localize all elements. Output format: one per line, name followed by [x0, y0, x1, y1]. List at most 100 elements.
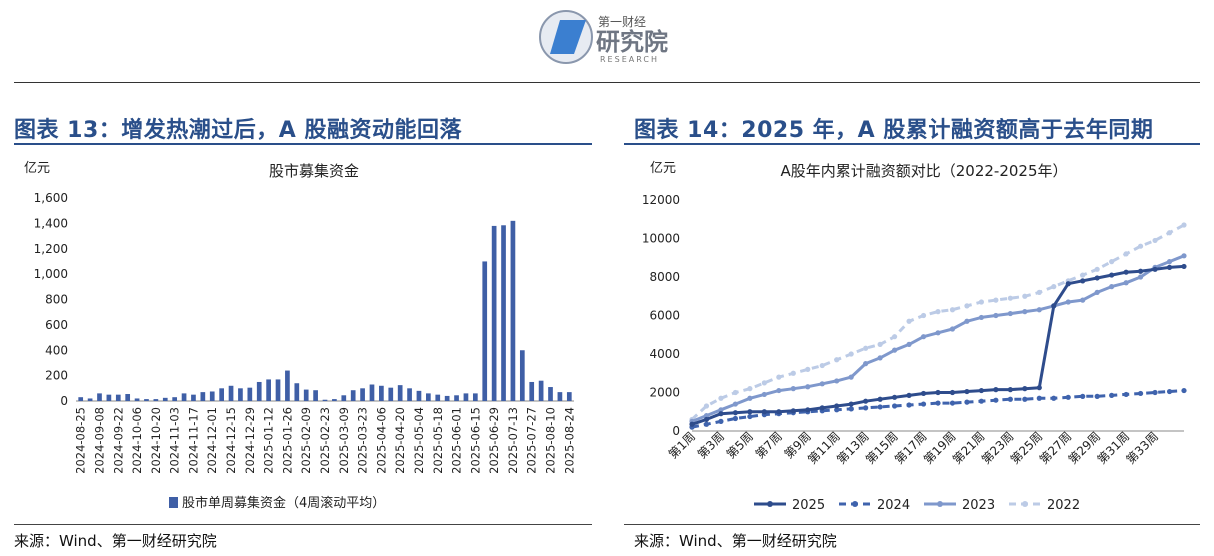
data-point-2024 — [1036, 395, 1042, 401]
bar — [454, 395, 459, 401]
figure-13-title-rule — [14, 143, 592, 145]
y-axis-unit-label: 亿元 — [24, 161, 50, 176]
data-point-2025 — [776, 409, 782, 415]
data-point-2023 — [834, 378, 840, 384]
data-point-2022 — [1051, 284, 1057, 290]
bar — [87, 398, 93, 401]
bar — [153, 399, 159, 401]
data-point-2023 — [1109, 284, 1115, 290]
data-point-2022 — [920, 312, 927, 319]
data-point-2025 — [1007, 387, 1013, 393]
bar — [294, 383, 300, 401]
bar — [332, 399, 337, 401]
data-point-2025 — [1094, 275, 1100, 281]
data-point-2023 — [993, 312, 999, 319]
header-rule — [14, 82, 1200, 83]
x-tick-label: 2024-12-15 — [224, 407, 238, 474]
bar — [379, 385, 384, 401]
x-tick-label: 2025-05-04 — [412, 407, 426, 474]
bar — [529, 381, 535, 401]
bar — [407, 388, 412, 401]
data-point-2024 — [978, 398, 985, 404]
data-point-2024 — [1137, 390, 1144, 397]
bar-chart-stock-fundraising: 股市募集资金 亿元 0 200 400 600 800 1,000 1,200 1,400 1,60… — [24, 161, 576, 511]
data-point-2023 — [1094, 289, 1100, 295]
data-point-2025 — [920, 390, 927, 397]
bar — [350, 390, 356, 401]
data-point-2024 — [1166, 388, 1173, 395]
data-point-2024 — [1080, 393, 1086, 399]
data-point-2023 — [1036, 307, 1042, 313]
data-point-2023 — [920, 334, 927, 340]
data-point-2024 — [964, 399, 970, 405]
data-point-2022 — [964, 303, 970, 309]
data-point-2022 — [776, 374, 782, 380]
x-tick-label: 2025-02-09 — [299, 407, 313, 474]
data-point-2022 — [718, 395, 724, 401]
data-point-2025 — [689, 421, 695, 427]
x-tick-label: 2025-01-26 — [280, 407, 294, 474]
y-tick-label: 200 — [45, 369, 68, 383]
x-tick-label: 第1周 — [666, 429, 698, 461]
data-point-2022 — [1181, 222, 1187, 228]
data-point-2024 — [891, 403, 898, 409]
y-tick-label: 1,200 — [34, 242, 68, 256]
data-point-2022 — [1152, 237, 1158, 244]
data-point-2022 — [1123, 251, 1129, 257]
bar — [181, 393, 187, 401]
y-tick-label: 1,600 — [34, 191, 68, 205]
data-point-2022 — [761, 380, 767, 386]
data-point-2023 — [891, 347, 898, 353]
data-point-2023 — [718, 407, 724, 413]
legend-label: 股市单周募集资金（4周滚动平均） — [182, 495, 385, 511]
data-point-2023 — [848, 374, 854, 380]
data-point-2022 — [819, 362, 825, 369]
data-point-2022 — [747, 386, 753, 392]
data-point-2023 — [978, 314, 985, 321]
y-tick-label: 800 — [45, 293, 68, 307]
bar — [397, 385, 403, 401]
logo-blue-shape-icon — [550, 20, 586, 54]
data-point-2022 — [1007, 295, 1013, 301]
data-point-2022 — [834, 357, 840, 363]
data-point-2022 — [732, 389, 739, 396]
bar — [538, 380, 544, 401]
data-point-2025 — [1181, 263, 1187, 270]
data-point-2024 — [1152, 389, 1158, 396]
data-point-2025 — [732, 410, 739, 416]
bar — [519, 350, 525, 401]
x-tick-label: 2025-06-29 — [487, 407, 501, 474]
data-point-2022 — [891, 334, 898, 340]
data-point-2025 — [964, 388, 970, 395]
bar — [209, 391, 215, 401]
data-point-2023 — [732, 401, 739, 407]
bar — [482, 261, 488, 401]
data-point-2022 — [1109, 259, 1115, 265]
logo-text-top: 第一财经 — [598, 15, 646, 29]
bar — [501, 225, 506, 401]
bar — [78, 397, 84, 401]
data-point-2025 — [1022, 386, 1028, 392]
x-tick-label: 2025-08-10 — [544, 407, 558, 474]
data-point-2023 — [1065, 299, 1071, 305]
data-point-2022 — [877, 341, 883, 347]
data-point-2023 — [1123, 280, 1129, 286]
data-point-2023 — [935, 330, 941, 336]
data-point-2025 — [1036, 385, 1042, 391]
data-point-2023 — [1007, 310, 1013, 317]
data-point-2022 — [949, 307, 956, 313]
x-tick-label: 2025-05-18 — [431, 407, 445, 474]
logo: 第一财经 研究院 RESEARCH — [539, 10, 668, 64]
figure-13-source: 来源：Wind、第一财经研究院 — [14, 532, 217, 550]
y-tick-label: 0 — [60, 394, 68, 408]
data-point-2024 — [834, 407, 840, 413]
legend-marker-2025 — [767, 501, 773, 507]
data-point-2025 — [935, 389, 941, 396]
legend-marker-2022 — [1022, 501, 1028, 507]
x-tick-label: 2024-12-01 — [205, 407, 219, 474]
bar — [360, 388, 365, 401]
data-point-2023 — [906, 341, 912, 347]
line-chart-cumulative-financing: A股年内累计融资额对比（2022-2025年） 亿元 0 2000 4000 6000 80… — [642, 161, 1187, 513]
x-tick-label: 2024-10-20 — [149, 407, 163, 474]
x-tick-label: 2025-02-23 — [318, 407, 332, 474]
